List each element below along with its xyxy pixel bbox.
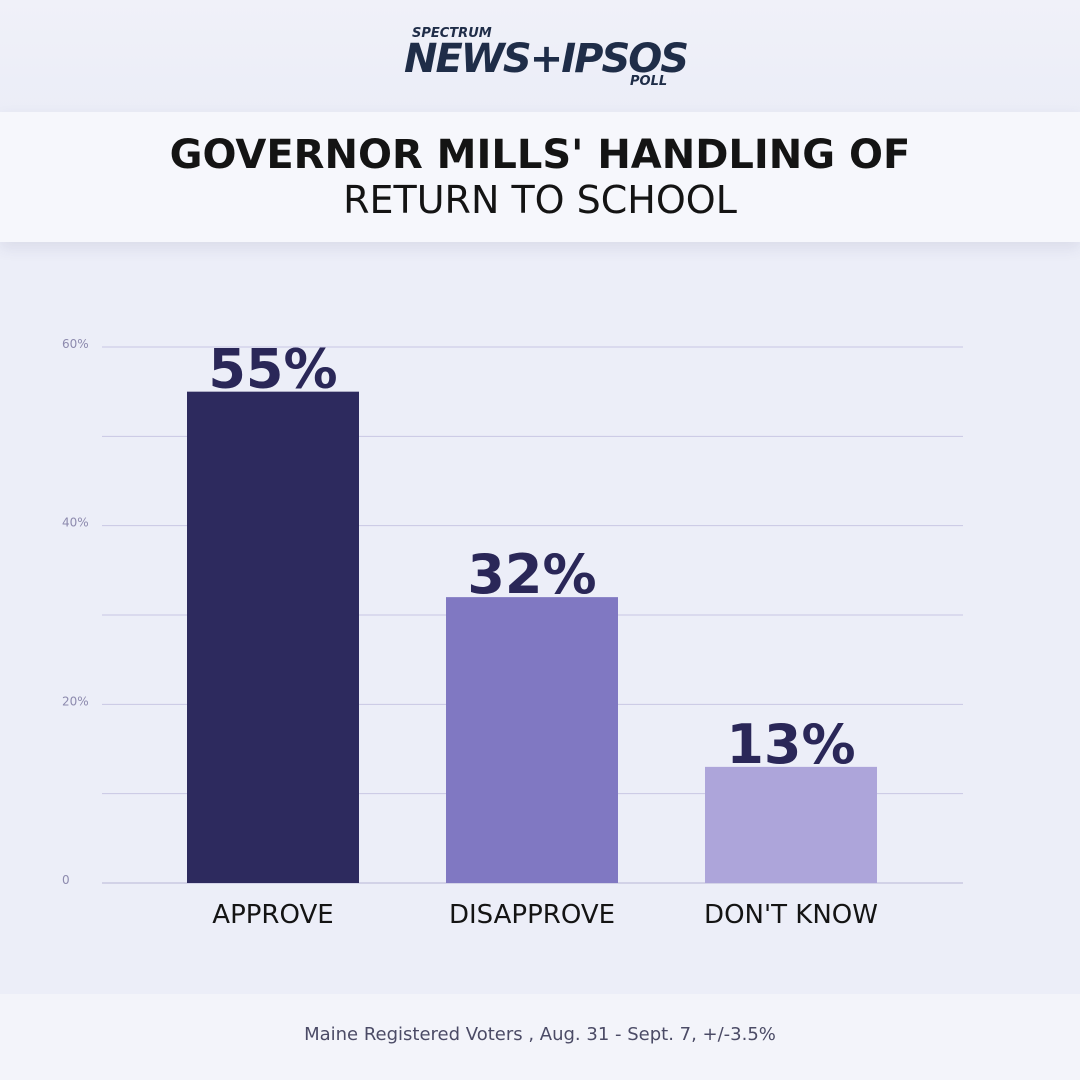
category-label: DON'T KNOW	[704, 900, 878, 930]
bar-chart: 0 20% 40% 60% 55% APPROVE 32% DISAPPROVE 13% DON'…	[62, 337, 963, 930]
bar-value-label: 13%	[726, 713, 855, 776]
category-label: APPROVE	[212, 900, 333, 930]
footer-band: Maine Registered Voters , Aug. 31 - Sept…	[0, 994, 1080, 1080]
logo-spectrum-text: SPECTRUM	[412, 26, 492, 41]
y-tick-label: 20%	[62, 694, 89, 708]
y-tick-label: 0	[62, 873, 70, 887]
bar-approve	[187, 391, 359, 883]
title-band: GOVERNOR MILLS' HANDLING OF RETURN TO SC…	[0, 112, 1080, 242]
bar-value-label: 32%	[467, 543, 596, 606]
footer-note: Maine Registered Voters , Aug. 31 - Sept…	[304, 1024, 776, 1045]
logo-poll-text: POLL	[630, 74, 668, 89]
logo-main-text: NEWS+IPSOS	[404, 36, 689, 82]
y-tick-label: 60%	[62, 337, 89, 351]
y-tick-label: 40%	[62, 516, 89, 530]
logo-area: SPECTRUM NEWS+IPSOS POLL	[0, 0, 1080, 112]
bar-disapprove	[446, 597, 618, 883]
spectrum-news-ipsos-logo: SPECTRUM NEWS+IPSOS POLL	[404, 26, 689, 96]
chart-title: GOVERNOR MILLS' HANDLING OF	[169, 132, 911, 178]
chart-subtitle: RETURN TO SCHOOL	[343, 178, 737, 222]
bar-value-label: 55%	[208, 338, 337, 401]
category-label: DISAPPROVE	[449, 900, 615, 930]
bar-don-t-know	[705, 766, 877, 883]
